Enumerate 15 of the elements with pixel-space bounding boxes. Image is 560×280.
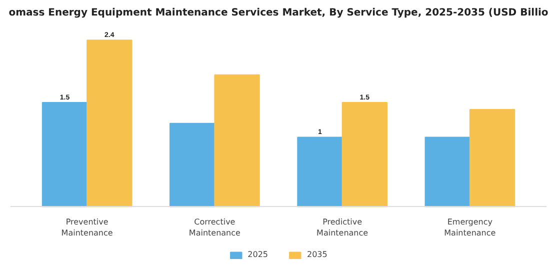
chart-title: omass Energy Equipment Maintenance Services Market, By Service Type, 2025-2035 (USD Billio [8,8,548,18]
bar [297,136,343,208]
legend-label: 2035 [307,250,328,259]
bar [214,74,260,208]
x-tick-label: Preventive Maintenance [61,218,113,238]
legend-label: 2025 [248,250,268,259]
bar [342,102,388,208]
x-tick-label: Corrective Maintenance [188,218,241,238]
bar [170,122,216,208]
x-tick-label: Predictive Maintenance [316,218,368,238]
x-tick-label: Emergency Maintenance [444,218,496,238]
bar [42,102,88,208]
bar [424,136,470,208]
bar [469,108,516,208]
bar [86,40,132,208]
